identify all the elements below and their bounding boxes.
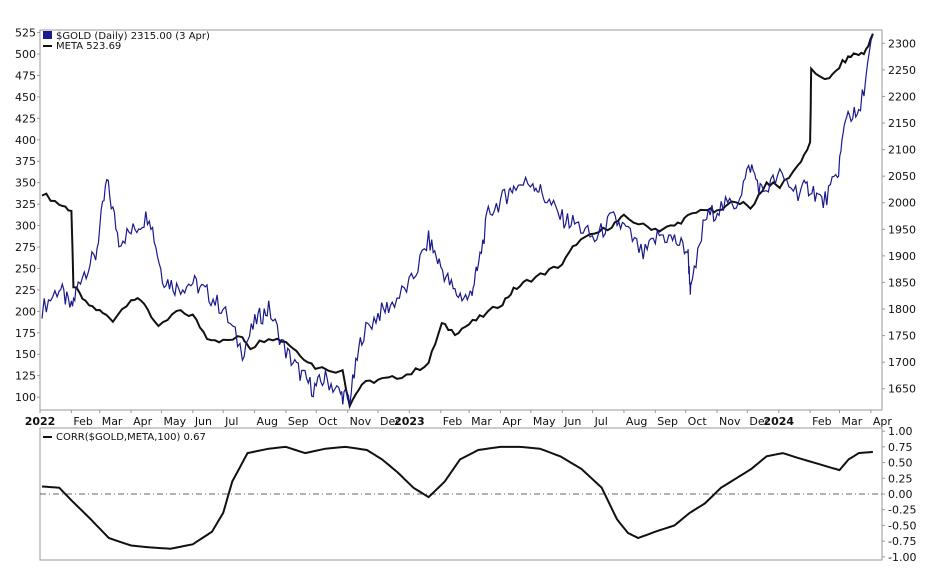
- right-tick-label: 2050: [888, 170, 916, 183]
- right-tick-label: 1850: [888, 276, 916, 289]
- left-axis-ticks: 525 500 475 450 425 400 375 350 325 300 275 250 225 2…: [15, 27, 40, 404]
- gold-legend: $GOLD (Daily) 2315.00 (3 Apr): [43, 31, 210, 42]
- right-tick-label: 1950: [888, 223, 916, 236]
- x-tick-label: Apr: [133, 415, 153, 428]
- right-tick-label: 1800: [888, 303, 916, 316]
- x-tick-label: May: [533, 415, 556, 428]
- right-tick-label: 2100: [888, 144, 916, 157]
- left-tick-label: 425: [15, 112, 36, 125]
- x-tick-label: Apr: [873, 415, 893, 428]
- corr-tick-label: 1.00: [888, 425, 913, 438]
- corr-legend-label: CORR($GOLD,META,100) 0.67: [56, 432, 206, 443]
- x-tick-label: Dec: [380, 415, 401, 428]
- right-tick-label: 1650: [888, 383, 916, 396]
- x-tick-label: Mar: [102, 415, 123, 428]
- gold-series-line: [41, 35, 874, 406]
- x-tick-label: Feb: [812, 415, 831, 428]
- x-tick-label: Mar: [841, 415, 862, 428]
- meta-legend: META 523.69: [43, 41, 121, 52]
- right-tick-label: 1750: [888, 330, 916, 343]
- x-tick-label: 2023: [394, 415, 425, 428]
- corr-legend: CORR($GOLD,META,100) 0.67: [43, 432, 206, 443]
- corr-tick-label: 0.50: [888, 457, 913, 470]
- left-tick-label: 450: [15, 91, 36, 104]
- x-tick-label: 2022: [25, 415, 56, 428]
- x-tick-label: Feb: [73, 415, 92, 428]
- meta-series-line: [41, 33, 874, 410]
- right-tick-label: 2250: [888, 64, 916, 77]
- x-tick-label: Jun: [194, 415, 212, 428]
- left-tick-label: 525: [15, 27, 36, 40]
- corr-tick-label: -0.75: [888, 535, 916, 548]
- x-tick-label: Dec: [749, 415, 770, 428]
- left-tick-label: 225: [15, 284, 36, 297]
- left-tick-label: 275: [15, 241, 36, 254]
- corr-series-line: [41, 445, 873, 550]
- x-tick-label: Jul: [594, 415, 608, 428]
- left-tick-label: 125: [15, 370, 36, 383]
- x-tick-label: Nov: [719, 415, 741, 428]
- x-tick-label: Jun: [563, 415, 581, 428]
- meta-legend-label: META 523.69: [56, 41, 121, 52]
- left-tick-label: 375: [15, 155, 36, 168]
- x-tick-label: Feb: [443, 415, 462, 428]
- x-tick-label: Jul: [224, 415, 238, 428]
- x-tick-label: Apr: [502, 415, 522, 428]
- corr-axis-ticks: 1.00 0.75 0.50 0.25 0.00 -0.25 -0.50 -0.75 -1.00: [882, 425, 916, 564]
- left-tick-label: 175: [15, 327, 36, 340]
- corr-tick-label: -0.50: [888, 519, 916, 532]
- left-tick-label: 400: [15, 134, 36, 147]
- upper-panel-frame: [39, 29, 883, 411]
- x-axis-ticks: 2022 Feb Mar Apr May Jun Jul Aug Sep Oct Nov Dec202…: [25, 410, 893, 428]
- right-tick-label: 1900: [888, 250, 916, 263]
- x-tick-label: Sep: [288, 415, 309, 428]
- x-tick-label: Nov: [350, 415, 372, 428]
- left-tick-label: 350: [15, 177, 36, 190]
- x-tick-label: Mar: [471, 415, 492, 428]
- right-tick-label: 2000: [888, 197, 916, 210]
- left-tick-label: 475: [15, 69, 36, 82]
- left-tick-label: 100: [15, 391, 36, 404]
- left-tick-label: 150: [15, 348, 36, 361]
- corr-tick-label: 0.00: [888, 488, 913, 501]
- x-tick-label: Aug: [626, 415, 647, 428]
- left-tick-label: 250: [15, 262, 36, 275]
- x-tick-label: Sep: [657, 415, 678, 428]
- corr-tick-label: 0.75: [888, 441, 913, 454]
- corr-tick-label: -1.00: [888, 551, 916, 564]
- gold-legend-label: $GOLD (Daily) 2315.00 (3 Apr): [56, 31, 210, 42]
- right-tick-label: 2300: [888, 37, 916, 50]
- left-tick-label: 300: [15, 220, 36, 233]
- x-tick-label: Oct: [318, 415, 338, 428]
- right-tick-label: 1700: [888, 356, 916, 369]
- x-tick-label: May: [163, 415, 186, 428]
- x-tick-label: Oct: [688, 415, 708, 428]
- corr-tick-label: 0.25: [888, 472, 913, 485]
- right-tick-label: 2200: [888, 90, 916, 103]
- x-tick-label: Aug: [257, 415, 278, 428]
- left-tick-label: 500: [15, 48, 36, 61]
- left-tick-label: 200: [15, 305, 36, 318]
- right-tick-label: 2150: [888, 117, 916, 130]
- corr-tick-label: -0.25: [888, 504, 916, 517]
- gold-legend-swatch: [43, 31, 52, 39]
- right-axis-ticks: 2300 2250 2200 2150 2100 2050 2000 1950 1900 1850…: [882, 37, 916, 396]
- left-tick-label: 325: [15, 198, 36, 211]
- x-tick-label: 2024: [763, 415, 794, 428]
